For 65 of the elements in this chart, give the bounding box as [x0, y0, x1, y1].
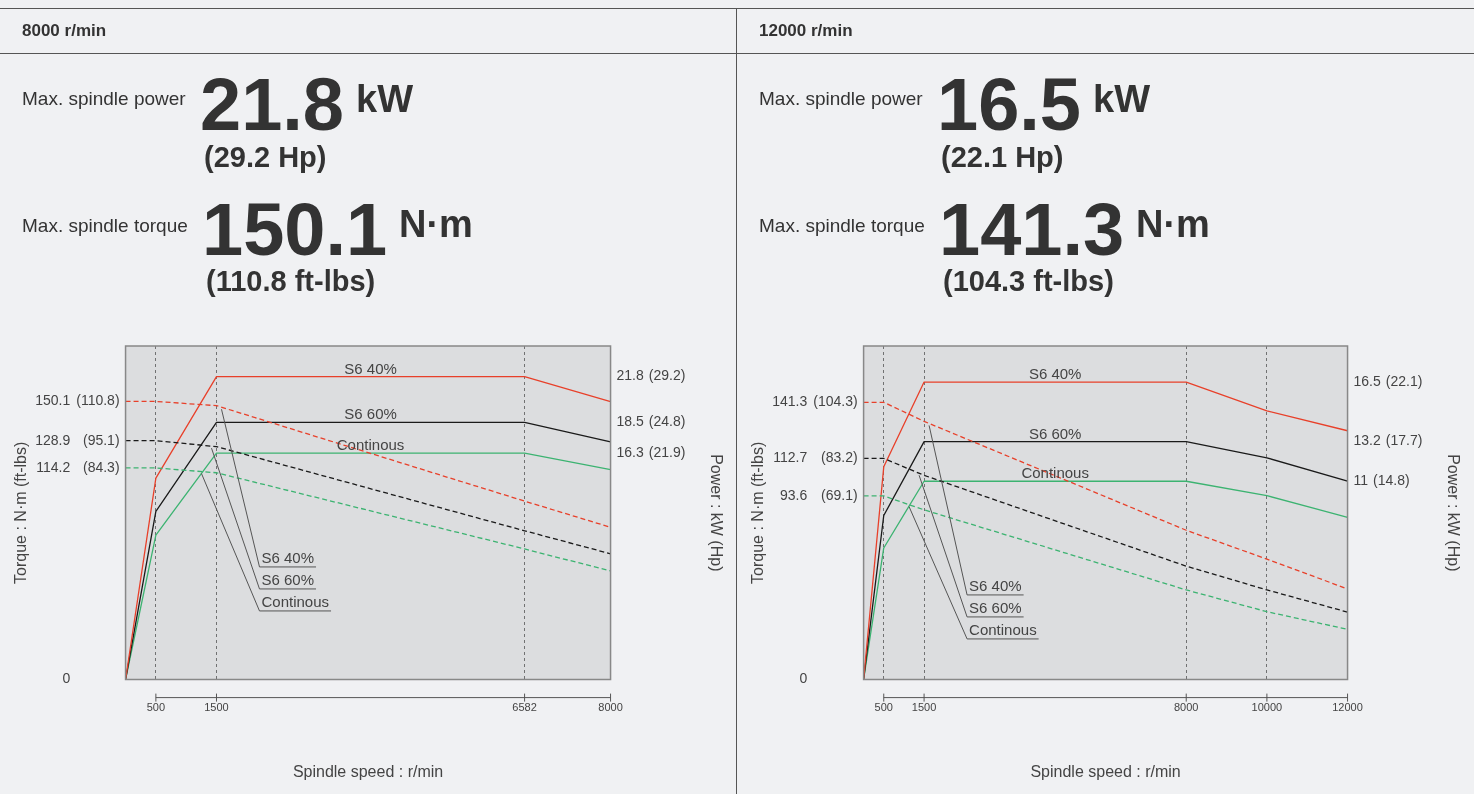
y2-tick-label: 16.5	[1353, 372, 1382, 389]
text: (24.8)	[648, 413, 686, 430]
series-label: Continous	[1021, 464, 1089, 482]
chart-title: 8000 r/min	[22, 21, 107, 41]
y-tick-label: 0	[799, 670, 808, 687]
y-tick-label: 114.2	[36, 458, 71, 475]
y3-tick-label: (95.1)	[82, 431, 120, 448]
y-tick-label: 128.9	[35, 431, 71, 448]
x-tick-label: 500	[874, 701, 893, 714]
series-label: Continous	[336, 436, 405, 454]
series-label: S6 40%	[1028, 365, 1082, 383]
x-tick-label: 10000	[1251, 701, 1283, 714]
y2-tick-label: 11	[1353, 472, 1369, 489]
series-label: S6 60%	[344, 405, 397, 423]
y2-tick-label: 21.8	[616, 367, 645, 384]
x-tick-label: 1500	[204, 701, 229, 714]
x-axis-title: Spindle speed : r/min	[1030, 762, 1181, 780]
x-tick-label: 8000	[1173, 701, 1199, 714]
series-label: S6 40%	[344, 359, 397, 377]
y2-tick-label: 16.3	[616, 443, 645, 460]
text: S6 60%	[261, 570, 315, 588]
y-tick-label: 150.1	[35, 392, 71, 409]
x-tick-label: 12000	[1332, 701, 1363, 714]
text: Max. spindle torque	[22, 215, 188, 237]
text: (104.3 ft-lbs)	[943, 265, 1114, 298]
y-axis-title: Torque : N·m (ft-lbs)	[749, 441, 767, 584]
text: (29.2)	[648, 367, 686, 384]
x-axis-title: Spindle speed : r/min	[292, 762, 444, 780]
y3-tick-label: (104.3)	[813, 392, 858, 409]
text: (14.8)	[1373, 472, 1410, 489]
y3-tick-label: (110.8)	[76, 392, 120, 409]
y2-axis-title: Power : kW (Hp)	[1444, 454, 1462, 572]
x-tick-label: 6582	[512, 701, 537, 714]
text: (22.1)	[1385, 372, 1423, 389]
text: N·m	[399, 203, 473, 245]
y-tick-label: 0	[62, 670, 71, 687]
text: kW	[356, 78, 413, 120]
y2-tick-label: 18.5	[616, 413, 645, 430]
y-tick-label: 141.3	[772, 393, 808, 410]
y-tick-label: 112.7	[773, 449, 808, 466]
chart-title: 12000 r/min	[759, 21, 853, 41]
text: (21.9)	[648, 443, 686, 460]
y2-tick-label: 13.2	[1353, 432, 1382, 449]
text: (17.7)	[1385, 432, 1423, 449]
text: N·m	[1136, 203, 1210, 245]
text: S6 60%	[969, 598, 1022, 616]
y2-axis-title: Power : kW (Hp)	[707, 454, 725, 572]
y-tick-label: 93.6	[779, 486, 808, 503]
x-tick-label: 8000	[598, 701, 623, 714]
series-label: S6 60%	[1028, 424, 1082, 442]
y3-tick-label: (84.3)	[82, 458, 120, 475]
text: kW	[1093, 78, 1150, 120]
text: S6 40%	[969, 576, 1022, 594]
text: Continous	[261, 592, 330, 610]
text: S6 40%	[261, 548, 315, 566]
x-tick-label: 1500	[911, 701, 937, 714]
y-axis-title: Torque : N·m (ft-lbs)	[12, 441, 30, 584]
y3-tick-label: (69.1)	[821, 486, 858, 503]
y3-tick-label: (83.2)	[821, 449, 858, 466]
x-tick-label: 500	[146, 701, 166, 714]
text: (110.8 ft-lbs)	[206, 265, 376, 298]
text: Continous	[969, 620, 1037, 638]
text: Max. spindle power	[759, 88, 923, 110]
text: Max. spindle power	[22, 88, 186, 110]
text: Max. spindle torque	[759, 215, 925, 237]
